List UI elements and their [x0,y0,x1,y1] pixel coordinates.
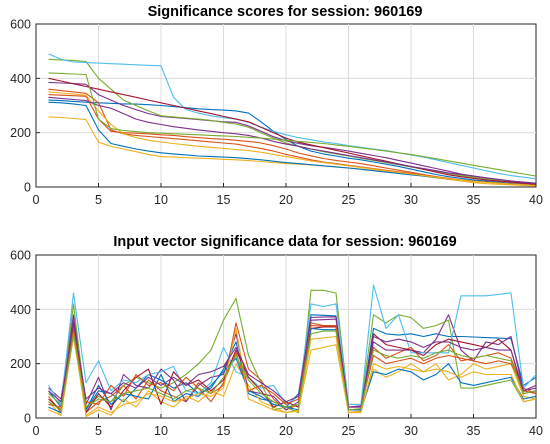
x-tick-label-bottom-2: 10 [154,424,168,438]
plot-top: Significance scores for session: 960169 … [10,4,543,207]
x-tick-label-bottom-3: 15 [217,424,231,438]
chart-title-top: Significance scores for session: 960169 [148,4,423,20]
series-line-bottom-10 [48,327,537,416]
series-line-bottom-12 [48,330,537,411]
x-tick-label-top-2: 10 [154,193,168,207]
plot-bottom: Input vector significance data for sessi… [10,234,543,438]
y-tick-label-top-3: 600 [10,18,31,32]
series-line-top-3 [48,116,537,187]
x-tick-label-top-5: 25 [342,193,356,207]
x-tick-label-top-6: 30 [404,193,418,207]
series-line-bottom-11 [48,316,537,408]
series-line-top-6 [48,53,537,180]
x-tick-label-top-4: 20 [279,193,293,207]
y-tick-label-bottom-0: 0 [24,412,31,426]
y-tick-label-top-2: 400 [10,72,31,86]
x-tick-label-bottom-6: 30 [404,424,418,438]
series-line-top-12 [48,72,537,177]
chart-title-bottom: Input vector significance data for sessi… [113,234,456,250]
y-tick-label-bottom-3: 600 [10,249,31,263]
series-line-top-10 [48,91,537,187]
x-tick-label-top-0: 0 [33,193,40,207]
series-line-top-11 [48,96,537,185]
y-tick-label-top-0: 0 [24,181,31,195]
x-tick-label-top-3: 15 [217,193,231,207]
series-line-bottom-6 [48,284,537,405]
x-tick-label-bottom-5: 25 [342,424,356,438]
x-tick-label-top-8: 40 [529,193,543,207]
series-line-top-7 [48,77,537,185]
x-tick-label-bottom-7: 35 [467,424,481,438]
x-tick-label-bottom-1: 5 [95,424,102,438]
x-tick-label-bottom-0: 0 [33,424,40,438]
y-tick-label-bottom-1: 200 [10,357,31,371]
series-line-bottom-7 [48,325,537,414]
x-tick-label-top-1: 5 [95,193,102,207]
y-tick-label-bottom-2: 400 [10,303,31,317]
x-tick-label-bottom-4: 20 [279,424,293,438]
x-tick-label-top-7: 35 [467,193,481,207]
x-tick-label-bottom-8: 40 [529,424,543,438]
series-line-top-4 [48,81,537,184]
y-tick-label-top-1: 200 [10,126,31,140]
series-line-bottom-8 [48,327,537,414]
series-bottom [48,284,537,418]
grid-top [36,24,536,187]
series-top [48,53,537,187]
series-line-top-1 [48,99,537,186]
